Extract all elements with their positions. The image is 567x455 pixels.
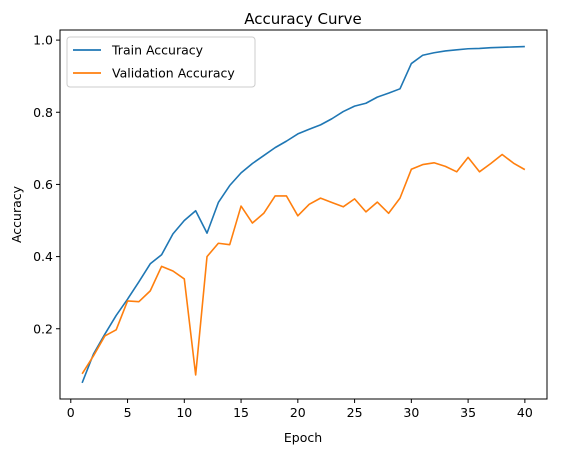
- x-tick-label: 0: [67, 405, 75, 420]
- x-tick-label: 10: [176, 405, 192, 420]
- y-tick-label: 0.6: [33, 177, 53, 192]
- y-axis-ticks: 0.2 0.4 0.6 0.8 1.0: [33, 33, 60, 336]
- legend-label-train: Train Accuracy: [111, 43, 204, 58]
- legend-label-validation: Validation Accuracy: [112, 66, 235, 81]
- legend-box: [66, 36, 256, 88]
- y-tick-label: 0.2: [33, 321, 53, 336]
- x-axis-ticks: 0 5 10 15 20 25 30 35 40: [67, 399, 533, 420]
- plot-marks: [81, 45, 526, 384]
- chart-title: Accuracy Curve: [244, 10, 362, 28]
- x-tick-label: 20: [290, 405, 306, 420]
- x-axis-label: Epoch: [284, 430, 322, 445]
- x-tick-label: 35: [460, 405, 476, 420]
- legend: Train Accuracy Validation Accuracy: [66, 36, 256, 88]
- y-tick-label: 1.0: [33, 33, 53, 48]
- y-axis-label: Accuracy: [9, 185, 24, 243]
- series-line-train: [81, 45, 525, 384]
- y-tick-label: 0.4: [33, 249, 53, 264]
- y-tick-label: 0.8: [33, 105, 53, 120]
- x-tick-label: 15: [233, 405, 249, 420]
- x-tick-label: 25: [347, 405, 363, 420]
- x-tick-label: 30: [403, 405, 419, 420]
- x-tick-label: 5: [124, 405, 132, 420]
- x-tick-label: 40: [517, 405, 533, 420]
- axes-frame: [59, 29, 548, 400]
- series-line-validation: [81, 153, 526, 376]
